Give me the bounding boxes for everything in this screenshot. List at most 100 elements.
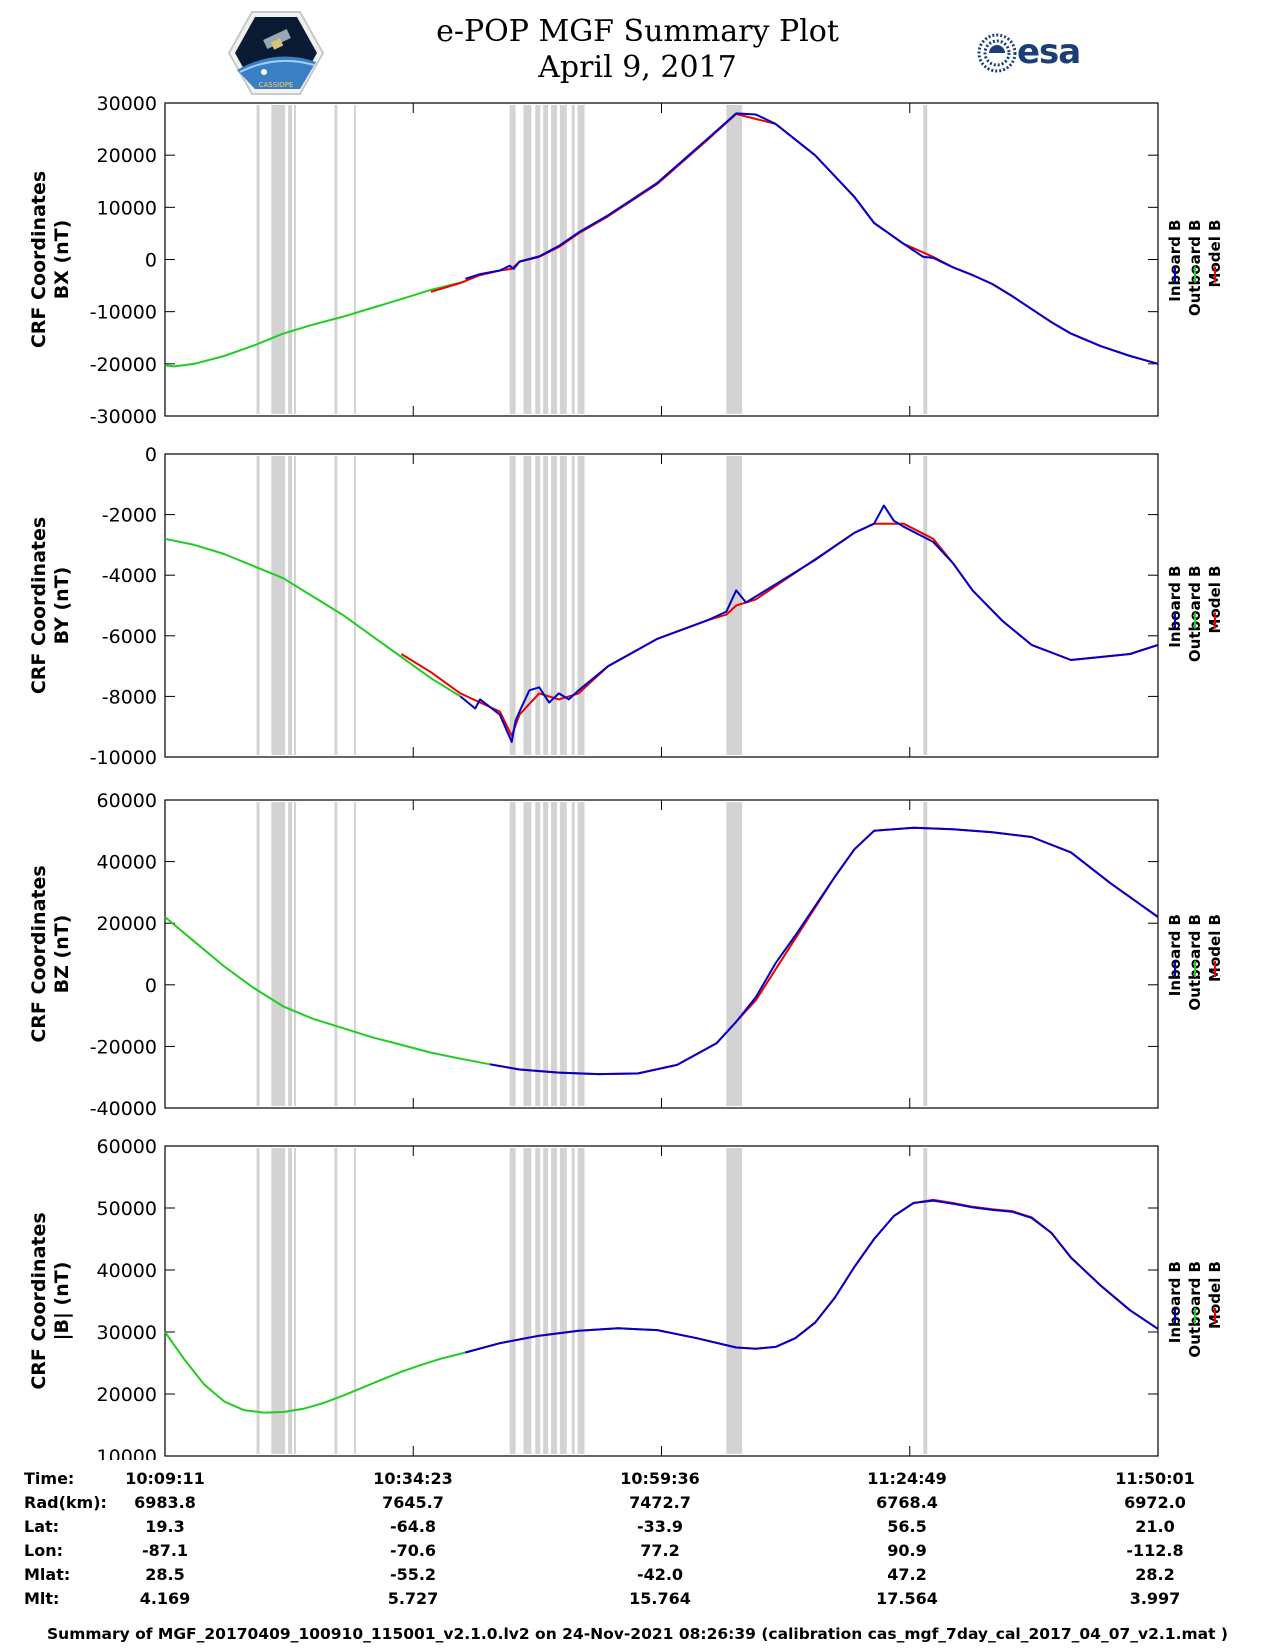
y-tick-label: 20000 xyxy=(97,913,157,935)
series-line-outboard-b xyxy=(164,1331,466,1414)
shaded-interval xyxy=(271,1148,286,1454)
y-tick-label: 0 xyxy=(145,250,157,272)
shaded-interval xyxy=(551,456,557,755)
shaded-interval xyxy=(354,105,357,414)
ephem-value: 10:09:11 xyxy=(125,1469,205,1488)
shaded-interval xyxy=(577,1148,585,1454)
ephem-value: 19.3 xyxy=(145,1517,185,1536)
shaded-interval xyxy=(551,105,557,414)
y-tick-label: 10000 xyxy=(97,1446,157,1460)
y-tick-label: 10000 xyxy=(97,197,157,219)
ephem-value: 11:24:49 xyxy=(867,1469,947,1488)
ephem-value: 17.564 xyxy=(876,1589,938,1608)
ephem-value: 7472.7 xyxy=(629,1493,691,1512)
ephem-value: 10:34:23 xyxy=(373,1469,453,1488)
ephem-value: 28.5 xyxy=(145,1565,185,1584)
ephem-label-mlt: Mlt: xyxy=(24,1589,60,1608)
shaded-interval xyxy=(571,1148,575,1454)
y-tick-label: 30000 xyxy=(97,1322,157,1344)
y-tick-label: 20000 xyxy=(97,145,157,167)
ephem-value: 5.727 xyxy=(387,1589,439,1608)
y-tick-label: -2000 xyxy=(102,505,157,527)
y-axis-label: CRF Coordinates xyxy=(28,865,50,1042)
shaded-interval xyxy=(543,456,549,755)
ephem-value: 6972.0 xyxy=(1124,1493,1186,1512)
plot-frame xyxy=(164,453,1159,758)
ephem-value: -55.2 xyxy=(389,1565,437,1584)
shaded-interval xyxy=(288,802,293,1106)
series-line-inboard-b xyxy=(465,112,1159,365)
ephemeris-table: Time: Rad(km): Lat: Lon: Mlat: Mlt: 10:0… xyxy=(0,1453,1275,1628)
series-line-outboard-b xyxy=(164,280,466,368)
legend-label: Model B xyxy=(1206,220,1224,288)
ephem-value: 10:59:36 xyxy=(620,1469,700,1488)
y-tick-label: 0 xyxy=(145,975,157,997)
ephem-value: 90.9 xyxy=(887,1541,927,1560)
legend-label: Model B xyxy=(1206,914,1224,982)
y-tick-label: 30000 xyxy=(97,93,157,115)
shaded-interval xyxy=(726,802,743,1106)
ephem-value: 3.997 xyxy=(1129,1589,1181,1608)
ephem-value: 6768.4 xyxy=(876,1493,938,1512)
shaded-interval xyxy=(577,456,585,755)
y-tick-label: -10000 xyxy=(90,747,157,769)
series-line-inboard-b xyxy=(465,1199,1159,1354)
shaded-interval xyxy=(559,105,567,414)
legend-label: Inboard B xyxy=(1166,914,1184,996)
shaded-interval xyxy=(726,105,743,414)
shaded-interval xyxy=(354,456,357,755)
y-axis-label: CRF Coordinates xyxy=(28,171,50,348)
ephem-value: 77.2 xyxy=(640,1541,680,1560)
series-line-outboard-b xyxy=(164,916,491,1066)
y-axis-label: BZ (nT) xyxy=(51,915,73,994)
shaded-interval xyxy=(923,105,928,414)
shaded-interval xyxy=(923,456,928,755)
y-tick-label: -20000 xyxy=(90,1036,157,1058)
plot-frame xyxy=(164,799,1159,1109)
shaded-interval xyxy=(509,456,516,755)
y-tick-label: 20000 xyxy=(97,1384,157,1406)
plot-frame xyxy=(164,102,1159,417)
ephem-value: 56.5 xyxy=(887,1517,927,1536)
y-axis-label: |B| (nT) xyxy=(51,1262,73,1341)
shaded-interval xyxy=(577,802,585,1106)
esa-logo-text: esa xyxy=(1017,32,1081,72)
ephem-label-mlat: Mlat: xyxy=(24,1565,71,1584)
shaded-interval xyxy=(535,1148,541,1454)
y-tick-label: 50000 xyxy=(97,1198,157,1220)
y-axis-label: BY (nT) xyxy=(51,567,73,645)
y-tick-label: -8000 xyxy=(102,686,157,708)
ephem-value: 11:50:01 xyxy=(1115,1469,1195,1488)
ephem-value: -70.6 xyxy=(389,1541,437,1560)
shaded-interval xyxy=(577,105,585,414)
ephem-value: 15.764 xyxy=(629,1589,691,1608)
shaded-interval xyxy=(256,1148,260,1454)
ephem-value: -87.1 xyxy=(141,1541,189,1560)
cassiope-logo: CASSIOPE xyxy=(227,10,325,96)
shaded-interval xyxy=(559,456,567,755)
shaded-interval xyxy=(551,802,557,1106)
shaded-interval xyxy=(571,456,575,755)
legend-label: Inboard B xyxy=(1166,1261,1184,1343)
y-tick-label: -20000 xyxy=(90,354,157,376)
shaded-interval xyxy=(294,802,297,1106)
ephem-value: -42.0 xyxy=(636,1565,684,1584)
ephem-value: -33.9 xyxy=(636,1517,684,1536)
shaded-interval xyxy=(354,1148,357,1454)
series-line-outboard-b xyxy=(164,537,461,698)
shaded-interval xyxy=(559,802,567,1106)
shaded-interval xyxy=(334,802,338,1106)
shaded-interval xyxy=(726,456,743,755)
shaded-interval xyxy=(256,802,260,1106)
shaded-interval xyxy=(535,456,541,755)
shaded-interval xyxy=(294,1148,297,1454)
y-tick-label: -40000 xyxy=(90,1098,157,1120)
y-tick-label: -30000 xyxy=(90,406,157,428)
esa-logo: esa xyxy=(975,30,1090,76)
ephem-label-rad: Rad(km): xyxy=(24,1493,107,1512)
y-tick-label: -10000 xyxy=(90,302,157,324)
shaded-interval xyxy=(288,1148,293,1454)
ephem-label-lon: Lon: xyxy=(24,1541,63,1560)
ephem-value: 4.169 xyxy=(139,1589,191,1608)
